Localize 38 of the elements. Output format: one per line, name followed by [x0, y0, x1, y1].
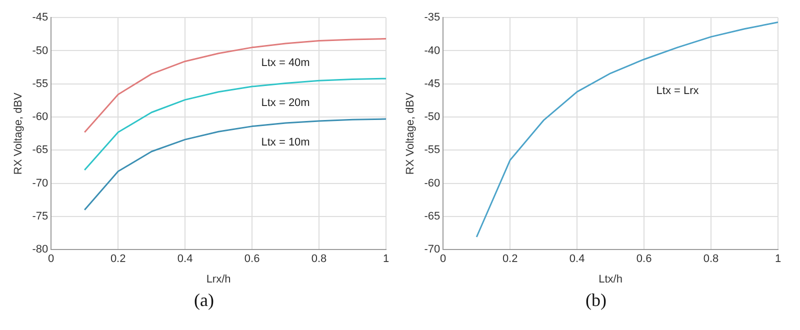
y-tick-label: -65: [32, 144, 48, 156]
y-tick-label: -55: [424, 144, 440, 156]
y-tick-label: -60: [32, 111, 48, 124]
y-tick-label: -45: [32, 12, 48, 24]
y-tick-label: -75: [32, 210, 48, 222]
x-tick-label: 0.8: [311, 253, 327, 266]
x-tick-label: 0.6: [244, 253, 260, 266]
x-tick-label: 1: [382, 253, 390, 266]
y-axis-title: RX Voltage, dBV: [404, 92, 417, 175]
x-tick-label: 0.2: [502, 253, 518, 266]
y-tick-label: -35: [424, 12, 440, 24]
y-axis-title: RX Voltage, dBV: [12, 92, 25, 175]
y-tick-label: -70: [424, 244, 440, 256]
x-tick-label: 1: [774, 253, 782, 266]
series-label: Ltx = 40m: [261, 56, 310, 69]
y-tick-label: -80: [32, 244, 48, 256]
y-tick-label: -50: [32, 44, 48, 57]
x-axis-title: Lrx/h: [206, 273, 231, 286]
y-tick-label: -55: [32, 78, 48, 90]
y-tick-label: -50: [424, 111, 440, 124]
y-tick-label: -60: [424, 177, 440, 190]
series-label: Ltx = 10m: [261, 136, 310, 149]
x-tick-label: 0.4: [569, 253, 585, 266]
text: (a): [194, 290, 214, 311]
series-label: Ltx = 20m: [261, 96, 310, 109]
x-tick-label: 0.2: [110, 253, 126, 266]
y-tick-label: -45: [424, 78, 440, 90]
y-tick-label: -40: [424, 44, 440, 57]
x-tick-label: 0.6: [636, 253, 652, 266]
x-axis-title: Ltx/h: [598, 273, 622, 286]
x-tick-label: 0.4: [177, 253, 193, 266]
y-tick-label: -70: [32, 177, 48, 190]
text: Ltx = Lrx: [656, 84, 700, 97]
x-tick-label: 0: [440, 253, 446, 266]
y-tick-label: -65: [424, 210, 440, 222]
x-tick-label: 0: [48, 253, 54, 266]
x-tick-label: 0.8: [703, 253, 719, 266]
text: (b): [586, 290, 606, 311]
